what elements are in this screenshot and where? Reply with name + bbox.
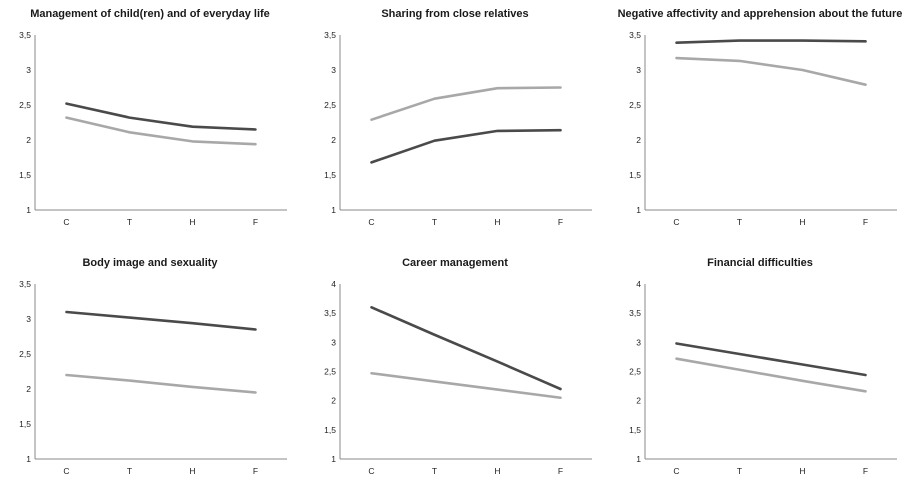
y-tick-label: 2,5: [324, 367, 336, 377]
x-tick-label: H: [799, 466, 805, 476]
x-tick-label: C: [673, 217, 679, 227]
line-chart: 1 1,5 2 2,5 3 3,5 4 C T H F: [615, 257, 905, 479]
y-tick-label: 2: [331, 396, 336, 406]
x-tick-label: T: [737, 466, 742, 476]
y-tick-label: 3: [331, 337, 336, 347]
y-tick-label: 1: [26, 205, 31, 215]
chart-panel-body-image: Body image and sexuality 1 1,5 2 2,5 3 3,5 C T H…: [5, 257, 295, 479]
y-tick-label: 2: [636, 135, 641, 145]
x-tick-label: H: [799, 217, 805, 227]
y-tick-label: 1: [636, 205, 641, 215]
y-tick-label: 3: [26, 65, 31, 75]
y-tick-label: 3,5: [324, 308, 336, 318]
y-tick-label: 2,5: [629, 100, 641, 110]
line-chart: 1 1,5 2 2,5 3 3,5 C T H F: [5, 8, 295, 230]
chart-panel-sharing-relatives: Sharing from close relatives 1 1,5 2 2,5 3 3,…: [310, 8, 600, 230]
y-tick-label: 2,5: [19, 349, 31, 359]
x-tick-label: C: [63, 466, 69, 476]
y-tick-label: 3: [636, 337, 641, 347]
x-tick-label: H: [189, 466, 195, 476]
series-line-light: [677, 58, 866, 85]
x-tick-label: T: [127, 466, 132, 476]
y-tick-label: 2,5: [629, 367, 641, 377]
series-line-dark: [677, 344, 866, 376]
y-tick-label: 2: [26, 384, 31, 394]
y-tick-label: 3,5: [629, 308, 641, 318]
y-tick-label: 3: [331, 65, 336, 75]
y-tick-label: 4: [636, 279, 641, 289]
y-tick-label: 1: [26, 454, 31, 464]
series-line-dark: [372, 130, 561, 162]
y-tick-label: 1,5: [19, 170, 31, 180]
y-tick-label: 1: [636, 454, 641, 464]
x-tick-label: F: [558, 466, 563, 476]
y-tick-label: 3: [636, 65, 641, 75]
x-tick-label: F: [863, 217, 868, 227]
line-chart: 1 1,5 2 2,5 3 3,5 4 C T H F: [310, 257, 600, 479]
y-tick-label: 3,5: [629, 30, 641, 40]
x-tick-label: H: [189, 217, 195, 227]
x-tick-label: T: [432, 217, 437, 227]
x-tick-label: T: [737, 217, 742, 227]
series-line-dark: [67, 104, 256, 130]
series-line-dark: [67, 312, 256, 330]
y-tick-label: 2,5: [324, 100, 336, 110]
series-line-light: [677, 359, 866, 392]
y-tick-label: 2: [331, 135, 336, 145]
y-tick-label: 3: [26, 314, 31, 324]
x-tick-label: C: [368, 217, 374, 227]
y-tick-label: 1,5: [19, 419, 31, 429]
chart-panel-financial-difficulties: Financial difficulties 1 1,5 2 2,5 3 3,5 4 C T H F: [615, 257, 905, 479]
chart-panel-career-management: Career management 1 1,5 2 2,5 3 3,5 4 C T H F: [310, 257, 600, 479]
series-line-light: [372, 88, 561, 120]
x-tick-label: F: [863, 466, 868, 476]
y-tick-label: 2: [26, 135, 31, 145]
x-tick-label: H: [494, 217, 500, 227]
line-chart: 1 1,5 2 2,5 3 3,5 C T H F: [5, 257, 295, 479]
chart-panel-negative-affectivity: Negative affectivity and apprehension ab…: [615, 8, 905, 230]
x-tick-label: F: [253, 466, 258, 476]
x-tick-label: F: [253, 217, 258, 227]
chart-panel-management-children: Management of child(ren) and of everyday…: [5, 8, 295, 230]
x-tick-label: C: [673, 466, 679, 476]
series-line-dark: [677, 41, 866, 43]
x-tick-label: H: [494, 466, 500, 476]
x-tick-label: T: [127, 217, 132, 227]
series-line-light: [67, 375, 256, 393]
y-tick-label: 1,5: [324, 425, 336, 435]
y-tick-label: 2,5: [19, 100, 31, 110]
x-tick-label: C: [63, 217, 69, 227]
y-tick-label: 4: [331, 279, 336, 289]
y-tick-label: 3,5: [19, 30, 31, 40]
x-tick-label: F: [558, 217, 563, 227]
y-tick-label: 1,5: [629, 425, 641, 435]
line-chart: 1 1,5 2 2,5 3 3,5 C T H F: [615, 8, 905, 230]
x-tick-label: T: [432, 466, 437, 476]
y-tick-label: 1,5: [629, 170, 641, 180]
y-tick-label: 1,5: [324, 170, 336, 180]
y-tick-label: 3,5: [19, 279, 31, 289]
y-tick-label: 3,5: [324, 30, 336, 40]
y-tick-label: 2: [636, 396, 641, 406]
x-tick-label: C: [368, 466, 374, 476]
line-chart: 1 1,5 2 2,5 3 3,5 C T H F: [310, 8, 600, 230]
y-tick-label: 1: [331, 205, 336, 215]
y-tick-label: 1: [331, 454, 336, 464]
